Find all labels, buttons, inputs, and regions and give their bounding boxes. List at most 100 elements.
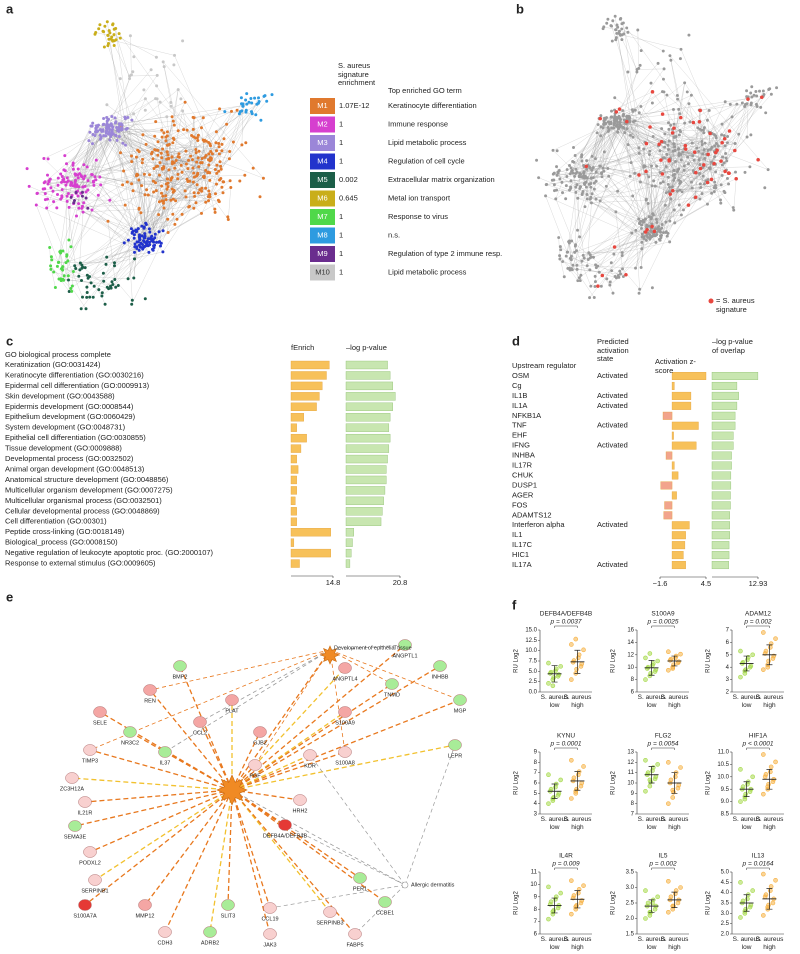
y-axis-title: RU Log2 — [611, 649, 617, 673]
network-node — [111, 125, 115, 129]
network-node — [203, 155, 207, 159]
network-node — [92, 183, 96, 187]
y-tick-label: 4 — [726, 665, 730, 671]
y-tick-label: 14 — [627, 640, 634, 646]
network-node — [105, 20, 109, 24]
network-node — [573, 250, 577, 254]
network-node — [164, 194, 168, 198]
network-node — [107, 37, 111, 41]
data-point — [673, 774, 678, 780]
network-node — [668, 219, 672, 223]
network-node — [629, 161, 633, 165]
network-node — [625, 26, 629, 30]
network-node — [107, 42, 110, 45]
data-point — [738, 648, 743, 654]
network-node — [594, 179, 598, 183]
network-node — [612, 252, 616, 256]
gene-node — [263, 902, 277, 914]
network-node — [618, 269, 622, 273]
y-tick-label: 9 — [534, 894, 538, 900]
gene-node — [78, 899, 92, 911]
network-node — [602, 169, 606, 173]
bar — [660, 481, 673, 490]
network-node — [590, 154, 594, 158]
data-point — [653, 667, 659, 672]
network-node — [656, 226, 660, 230]
network-node — [94, 158, 98, 162]
x-tick-label: 4.5 — [701, 579, 711, 588]
network-node — [86, 206, 90, 210]
network-node — [720, 173, 724, 177]
network-node — [69, 183, 73, 187]
network-node — [633, 171, 637, 175]
network-node — [650, 222, 654, 226]
network-node — [647, 215, 651, 219]
network-node — [200, 161, 204, 165]
network-node — [148, 230, 152, 234]
network-node — [122, 169, 126, 173]
network-node — [668, 240, 672, 244]
network-node — [663, 145, 667, 149]
network-node — [92, 180, 95, 184]
network-node — [565, 168, 569, 172]
network-node — [219, 167, 223, 171]
network-edge — [227, 789, 233, 906]
network-node — [670, 185, 674, 189]
x-tick-label: S. aureus low — [540, 694, 569, 709]
network-node — [102, 117, 106, 120]
network-node — [666, 231, 670, 235]
data-point — [761, 752, 766, 757]
network-node — [602, 119, 606, 123]
gene-node — [193, 716, 207, 728]
network-node — [87, 139, 91, 143]
y-tick-label: 13 — [627, 750, 634, 756]
network-node — [174, 199, 178, 203]
network-edge — [84, 789, 233, 906]
network-node — [66, 192, 70, 195]
network-node — [136, 148, 140, 152]
network-node — [112, 44, 116, 47]
network-node — [227, 157, 231, 161]
network-node — [34, 203, 38, 207]
network-edge — [269, 884, 406, 909]
network-node — [654, 217, 658, 221]
network-node — [49, 267, 53, 271]
network-edge — [231, 731, 261, 791]
y-tick-label: 5.0 — [721, 870, 730, 876]
row-label: Cg — [512, 381, 522, 390]
network-node — [78, 268, 82, 272]
network-node — [606, 166, 610, 170]
network-node — [93, 175, 97, 179]
network-node — [725, 159, 729, 163]
y-tick-label: 6 — [534, 932, 538, 938]
bar — [711, 441, 734, 450]
bar — [290, 465, 299, 474]
network-node — [171, 119, 175, 123]
network-node — [664, 191, 668, 195]
data-point — [761, 913, 766, 918]
network-node — [71, 270, 75, 273]
module-header: Top enriched GO term — [388, 86, 462, 95]
network-node — [564, 254, 568, 258]
network-node — [669, 58, 673, 62]
network-node — [605, 21, 609, 25]
network-node — [181, 109, 185, 113]
data-point — [670, 795, 676, 800]
network-node — [769, 92, 773, 96]
bar — [711, 561, 729, 570]
network-node — [582, 170, 586, 174]
gene-label: ANGPTL4 — [332, 676, 357, 682]
network-edge — [254, 649, 331, 766]
network-node — [113, 116, 117, 120]
network-node — [223, 110, 227, 114]
network-node — [76, 176, 80, 180]
row-label: IL1 — [512, 530, 522, 539]
bar — [665, 451, 673, 460]
y-axis-title: RU Log2 — [706, 649, 712, 673]
network-node — [580, 155, 584, 159]
signature-node — [708, 131, 712, 136]
network-node — [590, 192, 594, 196]
network-node — [238, 110, 242, 114]
network-node — [690, 186, 694, 190]
x-tick-label: S. aureus low — [540, 936, 569, 951]
